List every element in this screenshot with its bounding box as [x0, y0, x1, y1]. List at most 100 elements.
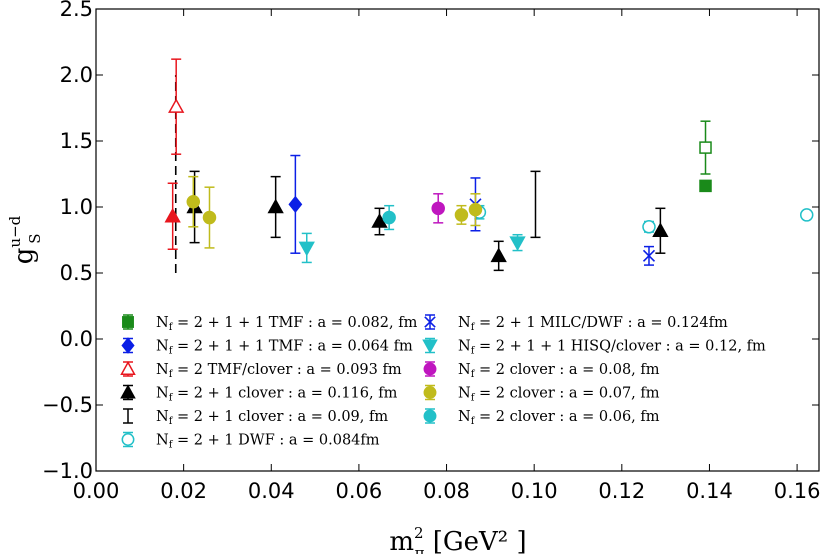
data-point-series-2 — [168, 58, 185, 155]
legend-entry: Nf = 2 + 1 + 1 TMF : a = 0.064 fm — [121, 337, 413, 357]
data-point-series-0 — [699, 179, 712, 193]
legend-marker — [423, 362, 437, 376]
y-tick-label: −1.0 — [42, 459, 93, 483]
data-point-series-1 — [288, 154, 303, 254]
data-points — [164, 58, 814, 273]
marker — [799, 208, 814, 222]
x-tick-label: 0.04 — [248, 479, 295, 503]
marker — [298, 241, 315, 257]
legend: Nf = 2 + 1 + 1 TMF : a = 0.082, fm Nf = 2… — [120, 314, 766, 451]
legend-marker — [121, 337, 135, 354]
x-tick-label: 0.10 — [511, 479, 558, 503]
marker — [642, 220, 656, 234]
legend-label: Nf = 2 TMF/clover : a = 0.093 fm — [156, 362, 402, 380]
data-point-series-3 — [652, 207, 669, 254]
x-axis-label: m2 π [GeV² ] — [389, 524, 526, 554]
legend-marker-stroke — [424, 316, 436, 328]
data-point-series-3 — [490, 240, 507, 272]
marker — [164, 207, 181, 223]
data-point-series-5 — [799, 208, 814, 222]
y-tick-label: 2.5 — [60, 0, 93, 21]
axis-labels: m2 π [GeV² ] gu−d S — [6, 215, 527, 554]
y-tick-label: 1.5 — [60, 129, 93, 153]
marker-stroke — [642, 249, 656, 262]
data-point-extra-1 — [164, 182, 181, 250]
y-tick-label: 2.0 — [60, 63, 93, 87]
data-point-series-5 — [642, 220, 656, 234]
x-tick-label: 0.14 — [686, 479, 733, 503]
y-axis-label: gu−d S — [6, 215, 44, 264]
x-tick-label: 0.12 — [598, 479, 645, 503]
marker — [267, 198, 284, 214]
x-tick-label: 0.02 — [160, 479, 207, 503]
marker — [371, 213, 388, 228]
y-tick-label: 0.5 — [60, 261, 93, 285]
legend-entry: Nf = 2 + 1 + 1 TMF : a = 0.082, fm — [122, 314, 418, 333]
legend-entry: Nf = 2 + 1 DWF : a = 0.084fm — [121, 431, 380, 451]
legend-marker — [423, 409, 437, 423]
marker — [699, 179, 712, 193]
marker — [168, 98, 185, 113]
marker — [652, 222, 669, 238]
legend-marker — [422, 339, 438, 354]
marker — [202, 210, 217, 225]
legend-label: Nf = 2 + 1 + 1 TMF : a = 0.082, fm — [156, 315, 418, 333]
legend-marker — [120, 360, 136, 375]
legend-entry: Nf = 2 + 1 clover : a = 0.116, fm — [120, 384, 398, 404]
data-point-series-4 — [530, 170, 541, 239]
legend-entry: Nf = 2 + 1 + 1 HISQ/clover : a = 0.12, f… — [422, 337, 766, 357]
legend-label: Nf = 2 + 1 clover : a = 0.116, fm — [156, 386, 398, 404]
x-axis: 0.00 0.02 0.04 0.06 0.08 0.10 0.12 0.14 0.16 — [73, 9, 821, 503]
legend-label: Nf = 2 + 1 MILC/DWF : a = 0.124fm — [458, 315, 728, 333]
y-tick-label: 1.0 — [60, 195, 93, 219]
legend-entry: Nf = 2 TMF/clover : a = 0.093 fm — [120, 360, 402, 380]
legend-label: Nf = 2 + 1 DWF : a = 0.084fm — [156, 433, 380, 451]
plot-frame — [95, 8, 820, 472]
x-tick-label: 0.06 — [336, 479, 383, 503]
axes-frame — [95, 8, 820, 472]
marker — [468, 202, 483, 217]
legend-entry: Nf = 2 + 1 clover : a = 0.09, fm — [123, 408, 388, 427]
legend-entry: Nf = 2 clover : a = 0.06, fm — [423, 408, 660, 427]
legend-label: Nf = 2 clover : a = 0.07, fm — [458, 386, 660, 404]
marker — [431, 201, 445, 216]
y-tick-label: 0.0 — [60, 327, 93, 351]
legend-label: Nf = 2 + 1 clover : a = 0.09, fm — [156, 409, 388, 427]
data-point-series-3 — [267, 175, 284, 239]
marker — [490, 247, 507, 263]
data-point-series-7 — [298, 232, 315, 264]
legend-marker — [423, 386, 437, 399]
data-point-series-10 — [382, 204, 396, 231]
marker — [288, 195, 303, 213]
data-point-series-8 — [431, 193, 445, 224]
data-point-series-9 — [186, 175, 201, 228]
data-point-series-9 — [202, 186, 217, 249]
legend-entry: Nf = 2 clover : a = 0.07, fm — [423, 384, 660, 404]
legend-label: Nf = 2 + 1 + 1 HISQ/clover : a = 0.12, f… — [458, 339, 766, 357]
legend-label: Nf = 2 clover : a = 0.06, fm — [458, 409, 660, 427]
marker — [382, 210, 396, 225]
x-tick-label: 0.00 — [73, 479, 120, 503]
legend-marker — [120, 384, 136, 399]
marker — [186, 194, 201, 209]
legend-entry: Nf = 2 + 1 MILC/DWF : a = 0.124fm — [424, 314, 728, 333]
data-point-series-3 — [371, 207, 388, 236]
legend-entry: Nf = 2 clover : a = 0.08, fm — [423, 361, 660, 380]
legend-label: Nf = 2 + 1 + 1 TMF : a = 0.064 fm — [156, 339, 413, 357]
marker — [454, 208, 469, 222]
legend-marker — [121, 433, 135, 446]
data-point-series-9 — [468, 193, 483, 227]
x-tick-label: 0.16 — [774, 479, 821, 503]
marker — [699, 141, 712, 154]
data-point-extra-0 — [699, 120, 712, 175]
y-tick-label: −0.5 — [42, 393, 93, 417]
legend-marker — [122, 316, 134, 328]
legend-label: Nf = 2 clover : a = 0.08, fm — [458, 362, 660, 380]
data-point-series-6 — [642, 245, 656, 266]
data-point-series-9 — [454, 204, 469, 225]
data-point-series-7 — [509, 233, 526, 252]
y-axis: −1.0 −0.5 0.0 0.5 1.0 1.5 2.0 2.5 — [42, 0, 819, 483]
marker — [509, 236, 526, 252]
x-tick-label: 0.08 — [423, 479, 470, 503]
